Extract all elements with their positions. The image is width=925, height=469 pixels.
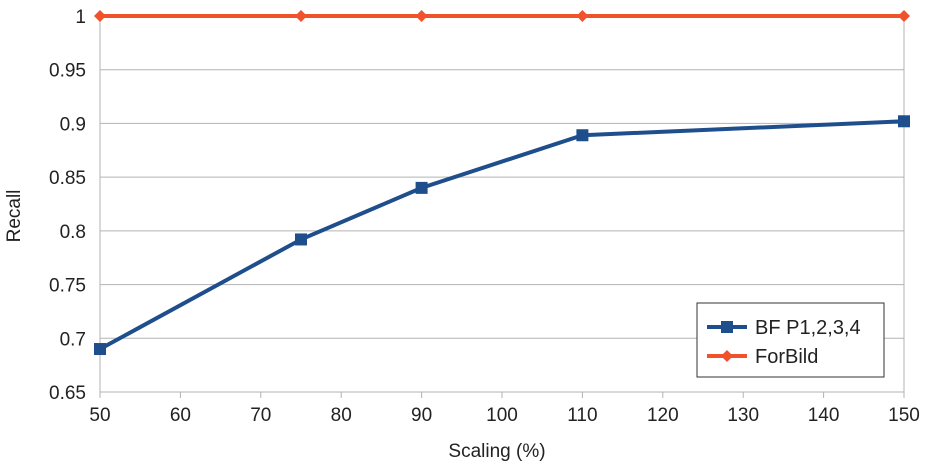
data-point	[295, 233, 307, 246]
x-tick-label: 100	[486, 405, 518, 426]
legend-marker	[721, 321, 733, 333]
series-layer	[94, 10, 910, 356]
x-tick-label: 110	[567, 405, 597, 426]
data-point	[415, 10, 428, 22]
x-axis-title: Scaling (%)	[448, 441, 545, 462]
series-forbild	[94, 10, 910, 22]
data-point	[576, 10, 589, 22]
y-tick-label: 0.8	[60, 222, 86, 243]
axes	[99, 16, 905, 398]
data-point	[576, 129, 589, 142]
legend-label: BF P1,2,3,4	[755, 317, 861, 339]
y-tick-label: 1	[75, 7, 86, 28]
x-tick-label: 140	[808, 405, 840, 426]
x-tick-label: 120	[647, 405, 679, 426]
data-point	[898, 115, 910, 128]
grid	[100, 15, 904, 393]
y-tick-label: 0.75	[49, 276, 86, 297]
data-point	[94, 343, 106, 356]
x-tick-label: 80	[331, 405, 352, 426]
y-tick-label: 0.7	[60, 329, 86, 350]
legend-item: ForBild	[707, 346, 818, 368]
y-axis-title: Recall	[4, 190, 25, 243]
data-point	[415, 181, 428, 194]
data-point	[94, 10, 106, 22]
series-bf-p1234	[94, 115, 910, 356]
y-tick-label: 0.65	[49, 383, 86, 404]
legend-label: ForBild	[755, 346, 818, 368]
legend-marker	[721, 350, 733, 362]
data-point	[295, 10, 307, 22]
legend-item: BF P1,2,3,4	[707, 317, 861, 339]
x-tick-label: 150	[888, 405, 920, 426]
x-tick-label: 90	[411, 405, 432, 426]
data-point	[898, 10, 910, 22]
y-tick-label: 0.85	[49, 168, 86, 189]
x-tick-label: 60	[170, 405, 191, 426]
y-tick-label: 0.9	[60, 114, 86, 135]
x-tick-label: 50	[89, 405, 110, 426]
x-tick-label: 70	[250, 405, 271, 426]
legend-box	[696, 302, 885, 378]
y-tick-label: 0.95	[49, 61, 86, 82]
x-tick-label: 130	[727, 405, 759, 426]
legend: BF P1,2,3,4 ForBild	[696, 302, 885, 378]
